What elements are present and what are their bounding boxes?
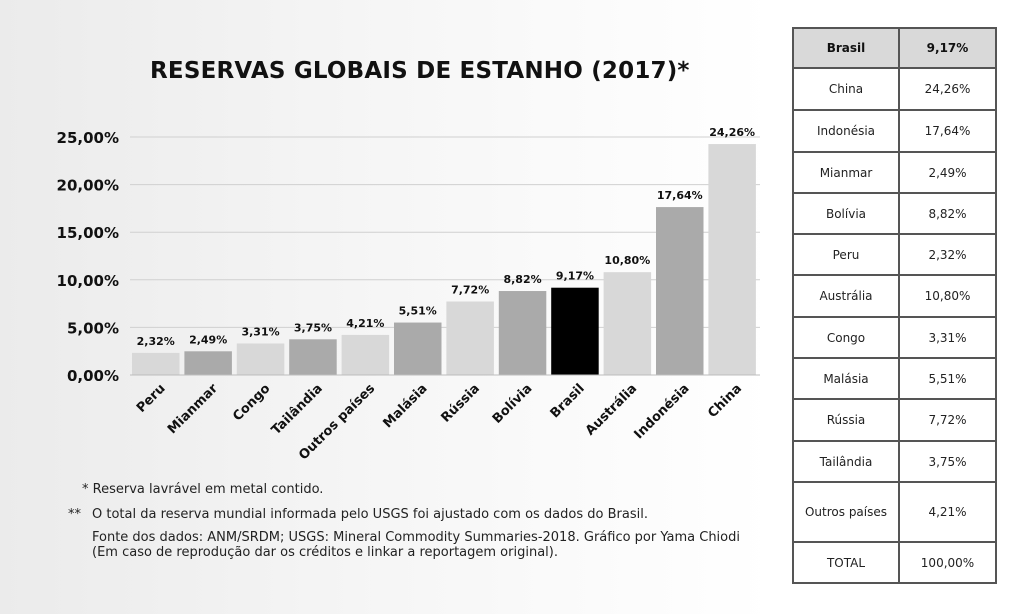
bar-value-label: 10,80% [604, 254, 650, 267]
table-cell-country: Brasil [792, 27, 900, 69]
table-cell-percent: 4,21% [898, 481, 997, 543]
y-tick-label: 20,00% [57, 177, 119, 195]
y-tick-label: 25,00% [57, 129, 119, 147]
bar-8 [551, 287, 599, 375]
table-cell-country: Rússia [792, 398, 900, 442]
bar-5 [394, 322, 442, 375]
y-tick-label: 15,00% [57, 224, 119, 242]
table-cell-percent: 8,82% [898, 192, 997, 235]
table-row: Rússia 7,72% [792, 398, 997, 442]
table-row: Malásia 5,51% [792, 357, 997, 400]
table-cell-percent: 9,17% [898, 27, 997, 69]
table-row: Peru 2,32% [792, 233, 997, 276]
table-row: Austrália 10,80% [792, 274, 997, 318]
bar-value-label: 8,82% [503, 273, 541, 286]
table-row: Mianmar 2,49% [792, 151, 997, 194]
table-header-row: Brasil 9,17% [792, 27, 997, 69]
table-cell-percent: 2,49% [898, 151, 997, 194]
bar-value-label: 9,17% [556, 270, 594, 283]
table-cell-percent: 3,75% [898, 440, 997, 483]
x-tick-label: Peru [134, 381, 169, 416]
bar-11 [708, 144, 756, 375]
table-cell-country: Malásia [792, 357, 900, 400]
table-cell-percent: 10,80% [898, 274, 997, 318]
table-cell-country: Indonésia [792, 109, 900, 153]
footnote-mark: ** [68, 507, 81, 522]
x-tick-label: China [705, 381, 745, 421]
table-cell-country: Congo [792, 316, 900, 359]
x-tick-label: Malásia [380, 381, 430, 431]
table-cell-country: Peru [792, 233, 900, 276]
y-tick-label: 5,00% [67, 319, 119, 337]
x-tick-label: Bolívia [490, 381, 536, 427]
table-cell-percent: 7,72% [898, 398, 997, 442]
table-row: Bolívia 8,82% [792, 192, 997, 235]
table-cell-country: China [792, 67, 900, 111]
y-tick-label: 10,00% [57, 272, 119, 290]
x-tick-label: Congo [230, 381, 273, 424]
x-tick-label: Rússia [438, 381, 483, 426]
bar-value-label: 17,64% [657, 189, 703, 202]
table-cell-percent: 17,64% [898, 109, 997, 153]
bar-9 [603, 272, 652, 375]
x-tick-label: Brasil [548, 381, 588, 421]
bar-1 [184, 351, 232, 375]
table-cell-country: Tailândia [792, 440, 900, 483]
bar-4 [341, 334, 390, 375]
table-cell-country: Bolívia [792, 192, 900, 235]
table-row: China 24,26% [792, 67, 997, 111]
reserves-table: Brasil 9,17% China 24,26% Indonésia 17,64% Mia… [792, 27, 997, 584]
bar-value-label: 3,75% [294, 321, 332, 334]
table-cell-country: TOTAL [792, 541, 900, 584]
x-tick-label: Tailândia [269, 381, 326, 438]
source-credit: Fonte dos dados: ANM/SRDM; USGS: Mineral… [92, 530, 740, 560]
bar-value-label: 7,72% [451, 284, 489, 297]
table-cell-percent: 5,51% [898, 357, 997, 400]
x-tick-label: Indonésia [632, 381, 693, 442]
chart-title: RESERVAS GLOBAIS DE ESTANHO (2017)* [150, 58, 690, 84]
table-cell-percent: 3,31% [898, 316, 997, 359]
bar-value-label: 2,49% [189, 333, 227, 346]
table-cell-percent: 2,32% [898, 233, 997, 276]
table-cell-percent: 100,00% [898, 541, 997, 584]
bar-10 [656, 207, 704, 375]
table-row: Outros países 4,21% [792, 481, 997, 543]
table-row: TOTAL 100,00% [792, 541, 997, 584]
bar-0 [132, 352, 180, 375]
table-cell-country: Austrália [792, 274, 900, 318]
bar-chart: 0,00% 5,00% 10,00% 15,00% 20,00% 25,00% 2,32% P… [57, 126, 760, 463]
bar-3 [289, 339, 337, 375]
bar-value-label: 3,31% [241, 325, 279, 338]
y-tick-label: 0,00% [67, 367, 119, 385]
table-row: Congo 3,31% [792, 316, 997, 359]
table-cell-country: Mianmar [792, 151, 900, 194]
bar-value-label: 5,51% [399, 305, 437, 318]
bar-6 [446, 301, 494, 375]
footnote-reserve: * Reserva lavrável em metal contido. [82, 482, 324, 497]
table-row: Indonésia 17,64% [792, 109, 997, 153]
bar-7 [498, 291, 547, 375]
table-cell-country: Outros países [792, 481, 900, 543]
bar-2 [236, 343, 285, 375]
x-tick-label: Austrália [583, 381, 640, 438]
bar-value-label: 24,26% [709, 126, 755, 139]
table-row: Tailândia 3,75% [792, 440, 997, 483]
table-cell-percent: 24,26% [898, 67, 997, 111]
x-tick-label: Mianmar [165, 381, 221, 437]
bar-value-label: 2,32% [137, 335, 175, 348]
bar-value-label: 4,21% [346, 317, 384, 330]
footnote-usgs: O total da reserva mundial informada pel… [92, 507, 648, 522]
